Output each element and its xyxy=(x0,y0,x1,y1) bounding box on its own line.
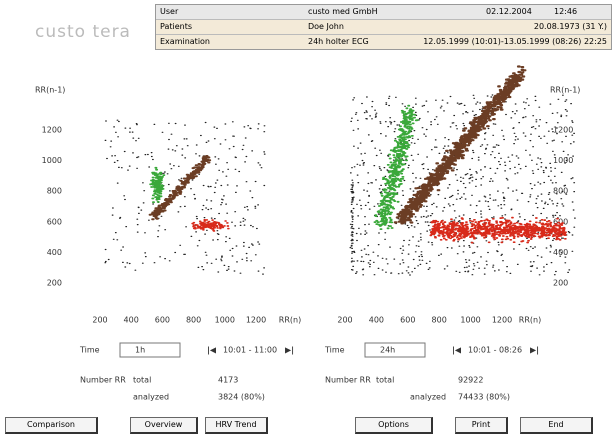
field-label: User xyxy=(160,7,179,16)
y-tick-label: 400 xyxy=(47,248,62,257)
total-label: total xyxy=(376,376,394,385)
field-time: 12:46 xyxy=(554,7,578,16)
field-value: custo med GmbH xyxy=(308,7,378,16)
header-row: Examination 24h holter ECG 12.05.1999 (1… xyxy=(156,35,611,49)
y-tick-label: 1000 xyxy=(553,156,573,165)
button[interactable]: HRV Trend xyxy=(205,417,268,434)
x-axis-title: RR(n) xyxy=(519,316,541,325)
y-axis-title: RR(n-1) xyxy=(35,86,65,95)
y-tick-label: 1200 xyxy=(42,126,62,135)
nav-next: ▶| xyxy=(285,346,294,355)
x-tick-label: 1000 xyxy=(215,316,235,325)
scatter-cloud xyxy=(393,65,527,225)
y-tick-label: 200 xyxy=(553,279,568,288)
analyzed-value: 74433 (80%) xyxy=(458,393,510,402)
x-axis-title: RR(n) xyxy=(279,316,301,325)
patient-header: User custo med GmbH 02.12.2004 12:46 Pat… xyxy=(155,4,612,50)
nav-prev: |◀ xyxy=(207,346,217,355)
logo: custo tera xyxy=(35,22,131,42)
header-row: User custo med GmbH 02.12.2004 12:46 xyxy=(156,5,611,20)
x-tick-label: 200 xyxy=(337,316,352,325)
poincare-plots: RR(n-1) 1200 1000 800 600 400 200 200 400 600 800 1… xyxy=(35,65,580,402)
analyzed-value: 3824 (80%) xyxy=(218,393,265,402)
button[interactable]: End xyxy=(520,417,593,434)
x-tick-label: 1000 xyxy=(460,316,480,325)
dropdown[interactable] xyxy=(364,342,426,358)
total-label: total xyxy=(133,376,151,385)
field-value: Doe John xyxy=(308,22,344,31)
x-tick-label: 1200 xyxy=(246,316,266,325)
x-tick-label: 600 xyxy=(155,316,170,325)
time-label: Time xyxy=(324,346,345,355)
count-label: Number RR xyxy=(80,376,126,385)
field-range: 12.05.1999 (10:01)-13.05.1999 (08:26) 22… xyxy=(423,37,607,46)
field-date: 20.08.1973 (31 Y.) xyxy=(533,22,607,31)
nav-next: ▶| xyxy=(530,346,539,355)
scatter-cloud xyxy=(148,155,212,221)
field-date: 02.12.2004 xyxy=(486,7,532,16)
time-range: 10:01 - 11:00 xyxy=(223,346,277,355)
scatter-cloud xyxy=(104,119,266,275)
x-tick-label: 800 xyxy=(186,316,201,325)
y-tick-label: 1200 xyxy=(553,126,573,135)
button[interactable]: Print xyxy=(455,417,508,434)
y-tick-label: 800 xyxy=(553,187,568,196)
y-tick-label: 1000 xyxy=(42,156,62,165)
button[interactable]: Comparison xyxy=(5,417,98,434)
analyzed-label: analyzed xyxy=(410,393,446,402)
y-tick-label: 200 xyxy=(47,279,62,288)
count-label: Number RR xyxy=(325,376,371,385)
y-axis-title: RR(n-1) xyxy=(550,86,580,95)
total-value: 4173 xyxy=(218,376,238,385)
button[interactable]: Overview xyxy=(130,417,198,434)
x-tick-label: 200 xyxy=(92,316,107,325)
y-tick-label: 800 xyxy=(47,187,62,196)
time-label: Time xyxy=(79,346,100,355)
analyzed-label: analyzed xyxy=(133,393,169,402)
scatter-cloud xyxy=(349,94,576,276)
x-tick-label: 600 xyxy=(400,316,415,325)
x-tick-label: 400 xyxy=(124,316,139,325)
scatter-cloud xyxy=(429,216,567,244)
scatter-cloud xyxy=(373,104,419,230)
scatter-cloud xyxy=(350,179,355,271)
x-tick-label: 400 xyxy=(369,316,384,325)
x-tick-label: 800 xyxy=(432,316,447,325)
period: 24h xyxy=(380,346,395,355)
x-tick-label: 1200 xyxy=(492,316,512,325)
header-row: Patients Doe John 20.08.1973 (31 Y.) xyxy=(156,20,611,35)
y-tick-label: 400 xyxy=(553,248,568,257)
dropdown[interactable] xyxy=(119,342,181,358)
total-value: 92922 xyxy=(458,376,483,385)
field-label: Examination xyxy=(160,37,211,46)
period: 1h xyxy=(135,346,145,355)
field-value: 24h holter ECG xyxy=(308,37,369,46)
nav-prev: |◀ xyxy=(452,346,462,355)
y-tick-label: 600 xyxy=(47,217,62,226)
time-range: 10:01 - 08:26 xyxy=(468,346,522,355)
scatter-cloud xyxy=(191,219,230,232)
scatter-cloud xyxy=(149,166,166,204)
field-label: Patients xyxy=(160,22,193,31)
y-tick-label: 600 xyxy=(553,217,568,226)
button[interactable]: Options xyxy=(355,417,433,434)
